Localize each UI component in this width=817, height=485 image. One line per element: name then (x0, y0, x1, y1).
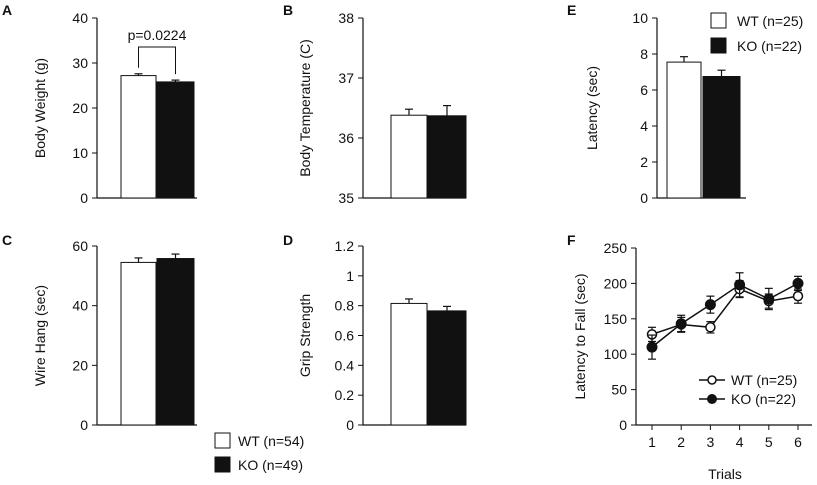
legend-latency-to-fall: WT (n=25) KO (n=22) (699, 372, 797, 407)
y-tick-label: 50 (611, 382, 627, 398)
y-tick-label: 0.4 (335, 357, 355, 373)
bar-ko (427, 115, 467, 199)
bar-wt (666, 61, 702, 199)
panel-a-bar-chart: 0 10 20 30 40 Body Weight (g) (32, 10, 197, 206)
legend-latency-bars: WT (n=25) KO (n=22) (710, 12, 803, 54)
x-tick-label: 3 (707, 434, 715, 450)
y-axis-title: Latency (sec) (584, 66, 600, 150)
x-tick-label: 5 (765, 434, 773, 450)
legend-swatch-wt (214, 432, 231, 449)
legend-bar-groups-54-49: WT (n=54) KO (n=49) (214, 432, 304, 473)
y-tick-label: 38 (338, 10, 354, 26)
data-point (792, 290, 804, 302)
y-axis-title: Body Weight (g) (32, 58, 48, 158)
y-tick-label: 60 (72, 238, 88, 254)
bar-ko (156, 258, 195, 426)
bar-wt (120, 75, 157, 199)
legend-swatch-wt (710, 12, 727, 29)
y-tick-label: 100 (604, 346, 628, 362)
y-tick-label: 37 (338, 70, 354, 86)
y-tick-label: 40 (72, 298, 88, 314)
data-point (792, 277, 804, 289)
panel-letter-e: E (567, 2, 576, 18)
legend-label-wt: WT (n=25) (737, 13, 803, 29)
legend-label-ko: KO (n=22) (737, 38, 802, 54)
x-tick-label: 2 (677, 434, 685, 450)
x-tick-label: 4 (736, 434, 744, 450)
data-point (705, 322, 716, 333)
panel-letter-f: F (567, 232, 576, 248)
data-point (734, 279, 746, 291)
y-tick-label: 2 (640, 154, 648, 170)
y-tick-label: 0.2 (335, 387, 355, 403)
bar-wt (390, 114, 428, 199)
y-tick-label: 36 (338, 130, 354, 146)
legend-label-wt: WT (n=25) (731, 372, 797, 388)
y-axis-title: Latency to Fall (sec) (572, 273, 588, 399)
y-tick-label: 10 (632, 10, 648, 26)
y-tick-label: 35 (338, 190, 354, 206)
significance-bracket (138, 46, 176, 75)
panel-letter-a: A (2, 2, 12, 18)
legend-swatch-ko (710, 37, 727, 54)
y-tick-label: 20 (72, 357, 88, 373)
y-tick-label: 0.6 (335, 328, 355, 344)
y-tick-label: 250 (604, 240, 628, 256)
y-tick-label: 20 (72, 100, 88, 116)
series-ko (646, 272, 804, 360)
data-point (646, 341, 658, 353)
legend-label-wt: WT (n=54) (238, 433, 304, 449)
panel-letter-d: D (283, 232, 293, 248)
y-tick-label: 10 (72, 145, 88, 161)
y-tick-label: 4 (640, 118, 648, 134)
x-tick-label: 6 (794, 434, 802, 450)
y-tick-label: 0 (80, 417, 88, 433)
panel-letter-b: B (283, 2, 293, 18)
panel-d-bar-chart: 0 0.2 0.4 0.6 0.8 1 1.2 Grip Strength (297, 238, 467, 433)
x-tick-label: 1 (648, 434, 656, 450)
y-tick-label: 8 (640, 46, 648, 62)
legend-swatch-ko (214, 456, 231, 473)
y-tick-label: 0.8 (335, 298, 355, 314)
data-point (763, 293, 775, 305)
legend-marker-wt (707, 375, 717, 385)
panel-letter-c: C (2, 232, 12, 248)
panel-e-bar-chart: 0 2 4 6 8 10 Latency (sec) (584, 10, 746, 206)
y-tick-label: 40 (72, 10, 88, 26)
y-tick-label: 30 (72, 55, 88, 71)
y-tick-label: 0 (80, 190, 88, 206)
y-axis-title: Body Temperature (C) (297, 39, 313, 176)
y-tick-label: 0 (346, 417, 354, 433)
data-point (704, 299, 716, 311)
x-axis-title: Trials (708, 466, 742, 482)
legend-label-ko: KO (n=22) (731, 391, 796, 407)
bar-ko (156, 81, 195, 199)
y-axis-title: Wire Hang (sec) (32, 285, 48, 386)
y-tick-label: 6 (640, 82, 648, 98)
y-tick-label: 1 (346, 268, 354, 284)
y-tick-label: 150 (604, 311, 628, 327)
bar-wt (390, 302, 428, 426)
y-tick-label: 0 (619, 417, 627, 433)
series-line (651, 282, 799, 348)
panel-c-bar-chart: 0 20 40 60 Wire Hang (sec) (32, 238, 197, 433)
y-tick-label: 200 (604, 275, 628, 291)
legend-marker-ko (707, 394, 717, 404)
bar-wt (120, 261, 157, 426)
data-point (675, 318, 687, 330)
significance-annotation: p=0.0224 (128, 27, 187, 75)
panel-b-bar-chart: 35 36 37 38 Body Temperature (C) (297, 10, 467, 206)
legend-label-ko: KO (n=49) (238, 457, 303, 473)
panel-f-line-chart: 0 50 100 150 200 250 Latency to Fall (sec) 1 2 3 4… (572, 240, 812, 482)
bar-ko (427, 310, 467, 426)
y-axis-title: Grip Strength (297, 294, 313, 377)
y-tick-label: 1.2 (335, 238, 355, 254)
bar-ko (702, 76, 741, 199)
p-value-label: p=0.0224 (128, 27, 187, 43)
y-tick-label: 0 (640, 190, 648, 206)
